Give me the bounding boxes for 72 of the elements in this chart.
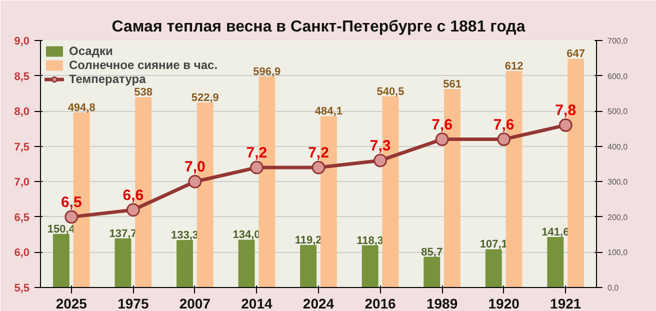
x-tick-label: 1921 (550, 296, 582, 311)
bar (176, 240, 193, 288)
bar (485, 249, 502, 288)
data-label: 134,0 (232, 229, 260, 242)
y2-tick-label: 300,0 (608, 178, 628, 187)
point (64, 210, 78, 224)
data-label: 7,6 (493, 116, 514, 134)
point (126, 203, 140, 217)
data-label: 107,1 (480, 238, 508, 251)
y-tick-label: 5,5 (14, 282, 30, 294)
data-label: 6,5 (60, 194, 82, 211)
data-label: 7,0 (184, 158, 206, 176)
x-tick-label: 2007 (179, 296, 211, 311)
bar (362, 245, 378, 288)
data-label: 6,6 (122, 186, 144, 204)
y2-tick-label: 600,0 (608, 72, 628, 81)
y-tick-label: 8,0 (14, 106, 30, 118)
data-label: 540,5 (376, 86, 404, 98)
legend-label: Температура (69, 72, 146, 86)
y2-tick-label: 0,0 (608, 284, 620, 292)
data-label: 7,3 (370, 137, 391, 154)
x-tick-label: 2014 (241, 296, 273, 311)
point (558, 118, 572, 132)
bar (300, 244, 317, 288)
y2-tick-label: 100,0 (608, 248, 628, 258)
y-tick-label: 6,0 (14, 247, 30, 260)
chart-title: Самая теплая весна в Санкт-Петербурге с 1881 года (112, 18, 526, 36)
y-tick-label: 9,0 (14, 36, 30, 48)
data-label: 522,9 (191, 92, 219, 104)
data-label: 141,6 (542, 226, 570, 239)
y2-tick-label: 500,0 (608, 107, 628, 116)
x-tick-label: 1975 (118, 296, 149, 311)
y-tick-label: 8,5 (14, 70, 30, 83)
y-tick-label: 7,0 (14, 176, 30, 189)
data-label: 7,8 (555, 102, 576, 120)
y2-tick-label: 400,0 (608, 142, 628, 152)
data-label: 118,3 (356, 234, 384, 247)
x-tick-label: 1989 (426, 296, 458, 311)
x-tick-label: 2025 (56, 296, 88, 311)
point (188, 174, 202, 188)
data-label: 494,8 (68, 102, 96, 114)
x-tick-label: 1920 (488, 296, 520, 311)
point (312, 160, 326, 174)
data-label: 119,2 (294, 234, 322, 246)
point (250, 160, 264, 174)
data-label: 647 (566, 48, 585, 60)
point (497, 132, 511, 146)
data-label: 85,7 (421, 246, 443, 258)
data-label: 7,2 (246, 144, 268, 162)
bar (114, 238, 132, 288)
x-tick-label: 2016 (364, 296, 396, 311)
y-tick-label: 7,5 (14, 141, 30, 154)
data-label: 7,6 (432, 116, 452, 134)
bar (238, 240, 255, 288)
legend-label: Осадки (69, 44, 113, 58)
bar (424, 256, 440, 288)
data-label: 7,2 (308, 144, 329, 162)
point (374, 154, 388, 168)
data-label: 538 (134, 86, 153, 99)
bar (52, 234, 70, 288)
data-label: 596,9 (253, 66, 281, 78)
data-label: 137,7 (109, 228, 137, 240)
legend-label: Солнечное сияние в час. (69, 58, 218, 72)
y2-tick-label: 700,0 (608, 36, 628, 46)
point (435, 132, 449, 146)
data-label: 484,1 (314, 106, 342, 118)
data-label: 612 (504, 60, 524, 73)
y-tick-label: 6,5 (14, 212, 30, 224)
y2-tick-label: 200,0 (608, 212, 628, 222)
bar (547, 237, 564, 288)
data-label: 561 (443, 78, 462, 91)
x-tick-label: 2024 (302, 296, 334, 311)
